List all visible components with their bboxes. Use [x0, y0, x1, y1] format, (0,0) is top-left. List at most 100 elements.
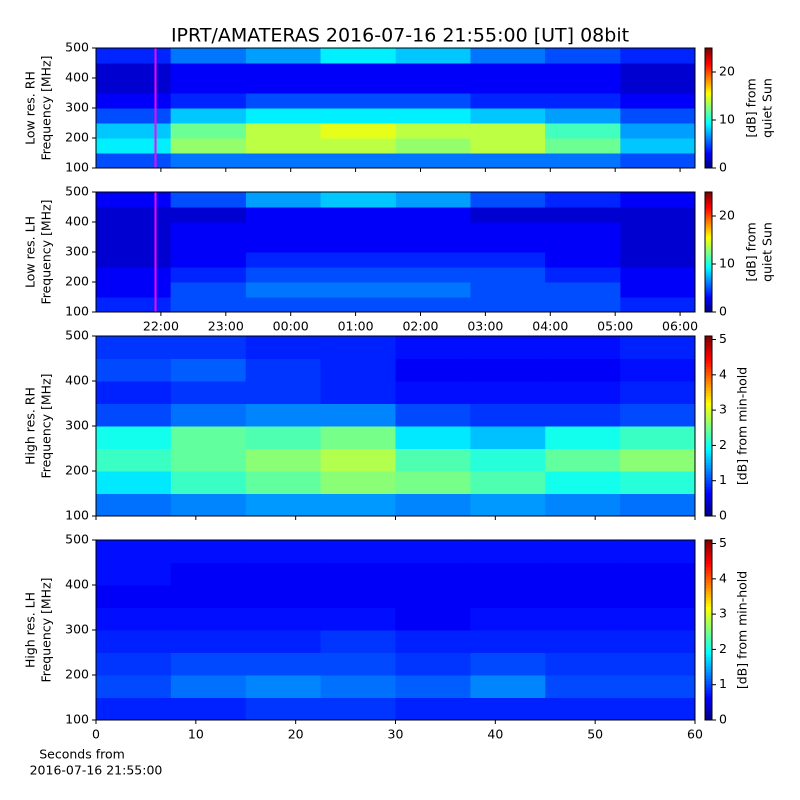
heatmap-cell [470, 403, 546, 427]
heatmap-cell [170, 381, 247, 404]
x-tick-label: 20 [288, 727, 304, 742]
colorbar-step [705, 582, 712, 586]
heatmap-cell [620, 471, 696, 494]
heatmap-cell [545, 192, 621, 208]
colorbar-step [705, 304, 712, 307]
heatmap-cell [245, 630, 322, 653]
colorbar-step [705, 603, 712, 607]
colorbar-step [705, 546, 712, 550]
colorbar-step [705, 268, 712, 271]
colorbar-step [705, 432, 712, 436]
heatmap-cell [470, 297, 546, 313]
heatmap-cell [470, 48, 546, 64]
heatmap-cell [245, 652, 322, 676]
colorbar-step [705, 220, 712, 223]
heatmap-cell [96, 381, 172, 404]
colorbar-step [705, 591, 712, 595]
heatmap-cell [620, 381, 696, 404]
colorbar-step [705, 621, 712, 625]
colorbar-step [705, 194, 712, 197]
heatmap-cell [320, 78, 397, 94]
heatmap-cell [545, 448, 621, 472]
x-tick-label: 01:00 [338, 319, 374, 334]
heatmap-cell [245, 585, 322, 608]
colorbar-step [705, 540, 712, 544]
heatmap-cell [96, 630, 172, 653]
heatmap-cell [170, 153, 247, 169]
colorbar-step [705, 615, 712, 619]
heatmap-cell [320, 562, 396, 586]
colorbar-step [705, 300, 712, 303]
colorbar-tick-label: 3 [719, 402, 727, 417]
heatmap-cell [320, 48, 397, 64]
heatmap-cell [170, 403, 247, 427]
heatmap-cell [170, 471, 247, 494]
colorbar-step [705, 166, 712, 169]
heatmap-cell [395, 585, 471, 608]
heatmap-cell [320, 222, 397, 238]
heatmap-cell [96, 426, 172, 449]
colorbar-step [705, 212, 712, 215]
colorbar-step [705, 588, 712, 592]
colorbar-step [705, 112, 712, 115]
heatmap-cell [96, 697, 172, 721]
heatmap-cell [96, 562, 172, 586]
colorbar-step [705, 408, 712, 412]
colorbar-step [705, 384, 712, 388]
colorbar-step [705, 393, 712, 397]
x-tick-label: 03:00 [467, 319, 503, 334]
heatmap-cell [320, 652, 396, 676]
heatmap-cell [545, 336, 621, 359]
colorbar-step [705, 624, 712, 628]
heatmap-cell [245, 493, 322, 517]
colorbar-step [705, 60, 712, 63]
colorbar-step [705, 264, 712, 267]
colorbar-step [705, 100, 712, 103]
colorbar-step [705, 208, 712, 211]
colorbar-step [705, 513, 712, 517]
heatmap-cell [320, 252, 397, 268]
colorbar-tick-label: 5 [719, 331, 727, 346]
heatmap-cell [245, 63, 322, 79]
heatmap-cell [620, 108, 696, 124]
colorbar-step [705, 342, 712, 346]
colorbar-step [705, 354, 712, 358]
colorbar-label: [dB] from min-hold [735, 571, 750, 689]
colorbar-step [705, 669, 712, 673]
colorbar-step [705, 52, 712, 55]
heatmap-cell [470, 697, 546, 721]
y-tick-label: 400 [65, 70, 89, 85]
colorbar-step [705, 148, 712, 151]
colorbar-step [705, 290, 712, 293]
colorbar-label: quiet Sun [760, 78, 775, 138]
colorbar-step [705, 672, 712, 676]
heatmap-cell [245, 222, 322, 238]
colorbar-tick-label: 4 [719, 570, 727, 585]
colorbar-step [705, 405, 712, 409]
heatmap-cell [620, 237, 696, 253]
colorbar-step [705, 660, 712, 664]
colorbar-step [705, 244, 712, 247]
colorbar-step [705, 573, 712, 577]
heatmap-cell [395, 607, 471, 631]
heatmap-cell [545, 207, 621, 223]
colorbar-tick-label: 2 [719, 641, 727, 656]
y-tick-label: 500 [65, 40, 89, 55]
heatmap-cell [545, 630, 621, 653]
colorbar-tick-label: 0 [719, 712, 727, 727]
colorbar-step [705, 134, 712, 137]
heatmap-cell [395, 222, 471, 238]
colorbar-step [705, 675, 712, 679]
heatmap-cell [620, 630, 696, 653]
colorbar-step [705, 417, 712, 421]
colorbar-step [705, 369, 712, 373]
heatmap-cell [96, 63, 172, 79]
heatmap-cell [620, 607, 696, 631]
colorbar-step [705, 256, 712, 259]
heatmap-cell [620, 403, 696, 427]
heatmap-cell [470, 267, 546, 283]
heatmap-cell [320, 607, 396, 631]
heatmap-cell [470, 336, 546, 359]
heatmap-cell [245, 562, 322, 586]
colorbar-step [705, 278, 712, 281]
